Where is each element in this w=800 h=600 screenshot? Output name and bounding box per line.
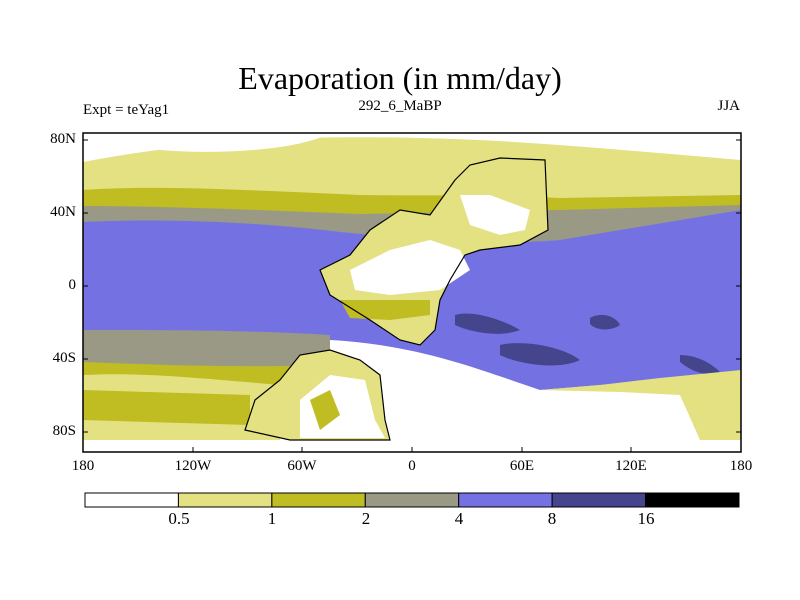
x-tick-label-180e: 180 bbox=[729, 458, 753, 474]
dark-blue-patch-3 bbox=[590, 314, 620, 330]
colorbar-box-0 bbox=[84, 492, 179, 508]
x-tick-label-120e: 120E bbox=[615, 458, 647, 474]
band-north-light bbox=[83, 137, 741, 200]
x-tick-marks bbox=[82, 447, 742, 452]
y-tick-label-80n: 80N bbox=[50, 131, 76, 147]
y-tick-label-40s: 40S bbox=[52, 350, 76, 366]
colorbar-label-0-5: 0.5 bbox=[168, 509, 190, 528]
colorbar-box-6 bbox=[645, 492, 740, 508]
coastline-south bbox=[244, 349, 391, 441]
continent-interior-white bbox=[350, 240, 470, 295]
evaporation-field bbox=[83, 133, 741, 452]
x-tick-label-120w: 120W bbox=[174, 458, 212, 474]
band-south-grey bbox=[83, 330, 330, 372]
coastline-main bbox=[319, 157, 549, 346]
colorbar-label-8: 8 bbox=[547, 509, 557, 528]
southeast-light-band bbox=[540, 370, 741, 440]
x-tick-label-0: 0 bbox=[408, 458, 416, 474]
southern-olive-patch bbox=[310, 390, 340, 430]
y-tick-label-0: 0 bbox=[68, 277, 77, 293]
season-label: JJA bbox=[717, 98, 740, 114]
band-north-white bbox=[160, 133, 330, 152]
y-tick-marks bbox=[83, 139, 741, 433]
y-tick-label-80s: 80S bbox=[52, 423, 76, 439]
colorbar-label-1: 1 bbox=[267, 509, 277, 528]
colorbar-label-16: 16 bbox=[637, 509, 655, 528]
colorbar-box-5 bbox=[551, 492, 647, 508]
x-tick-label-60e: 60E bbox=[509, 458, 535, 474]
colorbar-box-2 bbox=[271, 492, 366, 508]
continent-north-white bbox=[460, 195, 530, 235]
plot-title: Evaporation (in mm/day) bbox=[238, 60, 562, 96]
dark-blue-patch-1 bbox=[455, 313, 520, 334]
band-south-olive2 bbox=[83, 390, 250, 425]
x-tick-label-180w: 180 bbox=[71, 458, 95, 474]
colorbar-box-3 bbox=[364, 492, 460, 508]
colorbar-label-4: 4 bbox=[454, 509, 464, 528]
colorbar-box-1 bbox=[177, 492, 273, 508]
colorbar-label-2: 2 bbox=[361, 509, 371, 528]
y-tick-label-40n: 40N bbox=[50, 204, 76, 220]
period-label: 292_6_MaBP bbox=[358, 98, 442, 114]
experiment-label: Expt = teYag1 bbox=[83, 102, 170, 118]
dark-blue-patch-2 bbox=[500, 343, 580, 366]
colorbar-box-4 bbox=[458, 492, 553, 508]
x-tick-label-60w: 60W bbox=[287, 458, 317, 474]
dark-blue-patch-4 bbox=[680, 355, 720, 375]
colorbar bbox=[84, 492, 740, 508]
